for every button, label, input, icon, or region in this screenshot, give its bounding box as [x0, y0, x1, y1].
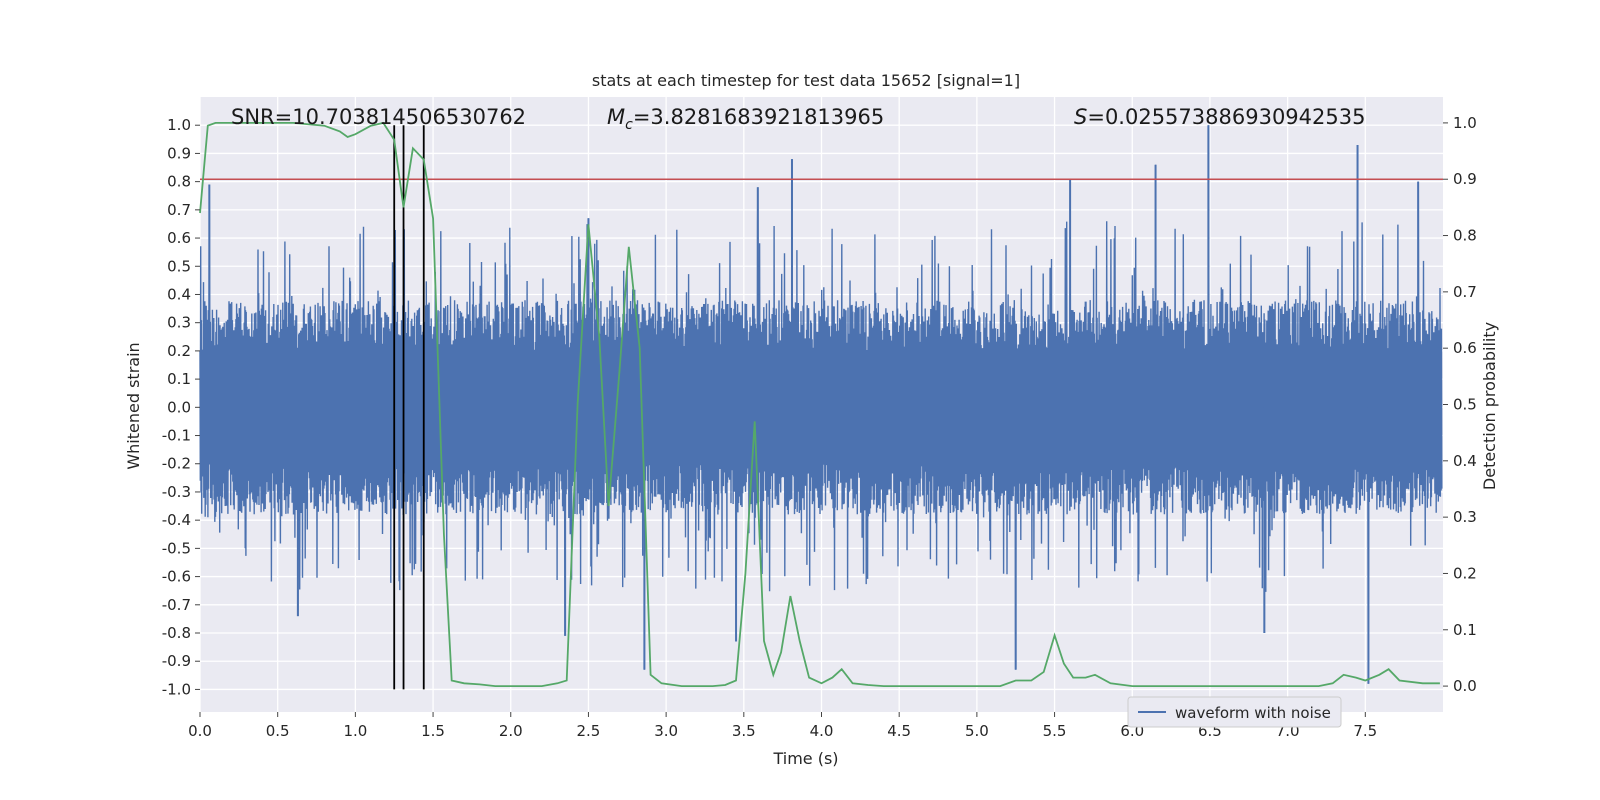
x-tick-label: 1.0 — [343, 722, 367, 740]
x-tick-label: 7.5 — [1353, 722, 1377, 740]
strain-series-line — [199, 125, 1443, 684]
y-left-tick-label: -0.9 — [162, 652, 191, 670]
y-right-tick-label: 0.5 — [1453, 396, 1477, 414]
y-left-tick-label: -0.7 — [162, 596, 191, 614]
y-left-tick-label: 0.7 — [167, 201, 191, 219]
y-left-tick-label: 0.9 — [167, 144, 191, 162]
x-tick-label: 5.0 — [965, 722, 989, 740]
snr-annotation: SNR=10.703814506530762 — [231, 105, 526, 129]
chirp-mass-symbol: M — [607, 105, 625, 129]
y-left-tick-label: -1.0 — [162, 680, 191, 698]
y-right-tick-label: 0.0 — [1453, 677, 1477, 695]
legend-box — [1127, 696, 1342, 728]
y-left-tick-label: -0.6 — [162, 568, 191, 586]
vertical-markers — [393, 125, 425, 690]
y-right-tick-label: 0.8 — [1453, 227, 1477, 245]
x-tick-label: 2.0 — [499, 722, 523, 740]
y-left-axis-ticks: 1.0 0.9 0.8 0.7 0.6 0.5 0.4 0.3 0.2 0.1 0.0 -0.1 -0.… — [162, 116, 200, 698]
chirp-mass-annotation: Mc=3.8281683921813965 — [607, 105, 884, 133]
y-left-tick-label: 0.5 — [167, 257, 191, 275]
y-right-tick-label: 1.0 — [1453, 114, 1477, 132]
strain-series-layer — [199, 125, 1443, 684]
y-right-tick-label: 0.2 — [1453, 564, 1477, 582]
x-axis-ticks: 0.0 0.5 1.0 1.5 2.0 2.5 3.0 3.5 4.0 4.5 5.0 5.5 6.0 6… — [188, 712, 1377, 740]
detection-probability-line — [199, 121, 1440, 687]
y-left-tick-label: 0.0 — [167, 398, 191, 416]
y-left-tick-label: -0.5 — [162, 539, 191, 557]
chirp-mass-value: =3.8281683921813965 — [633, 105, 884, 129]
x-tick-label: 4.5 — [887, 722, 911, 740]
y-left-tick-label: 0.8 — [167, 173, 191, 191]
x-tick-label: 0.5 — [266, 722, 290, 740]
x-tick-label: 3.0 — [654, 722, 678, 740]
y-right-tick-label: 0.7 — [1453, 283, 1477, 301]
x-tick-label: 2.5 — [577, 722, 601, 740]
statistic-symbol: S — [1074, 105, 1087, 129]
statistic-value: =0.025573886930942535 — [1087, 105, 1365, 129]
legend: waveform with noise — [1127, 696, 1342, 728]
y-right-axis-ticks: 1.0 0.9 0.8 0.7 0.6 0.5 0.4 0.3 0.2 0.1 0.0 — [1443, 114, 1477, 695]
y-right-axis-label: Detection probability — [1480, 322, 1499, 490]
y-right-tick-label: 0.6 — [1453, 339, 1477, 357]
statistic-annotation: S=0.025573886930942535 — [1074, 105, 1365, 129]
x-tick-label: 0.0 — [188, 722, 212, 740]
y-left-tick-label: -0.1 — [162, 427, 191, 445]
y-left-tick-label: -0.4 — [162, 511, 191, 529]
y-left-tick-label: 0.2 — [167, 342, 191, 360]
y-right-tick-label: 0.9 — [1453, 170, 1477, 188]
y-left-tick-label: -0.8 — [162, 624, 191, 642]
legend-label: waveform with noise — [1175, 704, 1331, 722]
y-left-tick-label: 1.0 — [167, 116, 191, 134]
chart-title: stats at each timestep for test data 156… — [592, 71, 1020, 90]
x-axis-label: Time (s) — [772, 749, 838, 768]
y-left-tick-label: -0.2 — [162, 455, 191, 473]
chirp-mass-subscript: c — [625, 117, 633, 133]
y-right-tick-label: 0.4 — [1453, 452, 1477, 470]
x-tick-label: 3.5 — [732, 722, 756, 740]
y-right-tick-label: 0.3 — [1453, 508, 1477, 526]
y-left-tick-label: -0.3 — [162, 483, 191, 501]
x-tick-label: 4.0 — [810, 722, 834, 740]
y-left-tick-label: 0.4 — [167, 285, 191, 303]
y-left-tick-label: 0.6 — [167, 229, 191, 247]
y-left-tick-label: 0.1 — [167, 370, 191, 388]
y-right-tick-label: 0.1 — [1453, 621, 1477, 639]
y-left-tick-label: 0.3 — [167, 314, 191, 332]
x-tick-label: 1.5 — [421, 722, 445, 740]
y-left-axis-label: Whitened strain — [124, 342, 143, 469]
x-tick-label: 5.5 — [1043, 722, 1067, 740]
